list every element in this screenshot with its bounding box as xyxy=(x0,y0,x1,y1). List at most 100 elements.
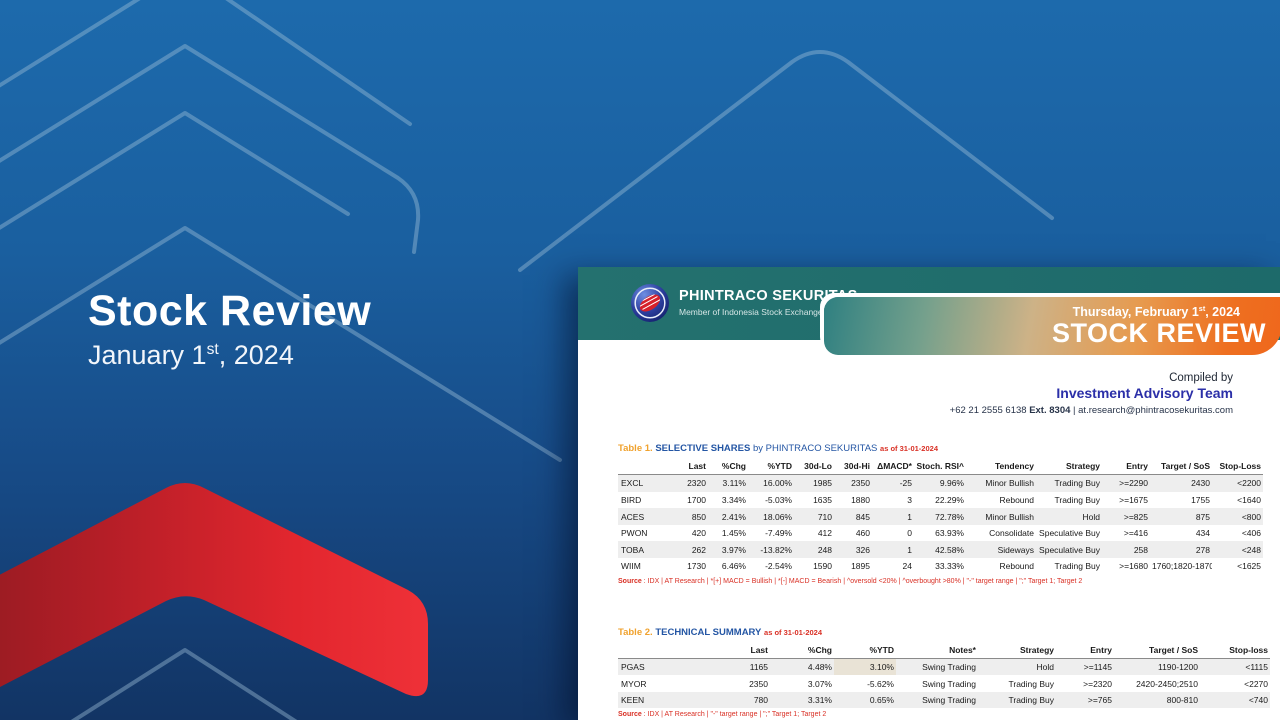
column-header: Tendency xyxy=(966,458,1036,476)
table-cell: 2430 xyxy=(1191,478,1210,489)
slide-date-text: January 1 xyxy=(88,340,207,371)
table1-label: Table 1. xyxy=(618,443,653,454)
brand-block: PHINTRACO SEKURITAS Member of Indonesia … xyxy=(630,283,858,323)
table-cell: 24 xyxy=(902,561,912,572)
table2-section: Table 2. TECHNICAL SUMMARY as of 31-01-2… xyxy=(618,626,1270,719)
banner-date: Thursday, February 1st, 2024 xyxy=(824,304,1240,319)
banner-date-superscript: st xyxy=(1198,304,1206,313)
chevron-outline xyxy=(0,111,350,230)
table-cell: 460 xyxy=(855,528,870,539)
table-cell: >=765 xyxy=(1087,695,1112,706)
table-cell: 1 xyxy=(907,544,912,555)
column-header: %Chg xyxy=(708,458,748,476)
table-cell: <248 xyxy=(1241,544,1261,555)
table-row: WIIM 1730 6.46% -2.54% 1590 1895 24 33.33% Rebou… xyxy=(618,558,1263,575)
table-cell: >=416 xyxy=(1123,528,1148,539)
table-row: TOBA 262 3.97% -13.82% 248 326 1 42.58% Sideways… xyxy=(618,541,1263,558)
table-cell: 1755 xyxy=(1191,494,1210,505)
table-cell: 434 xyxy=(1195,528,1210,539)
table-cell: 248 xyxy=(817,544,832,555)
banner-title: STOCK REVIEW xyxy=(1051,318,1266,349)
table-cell: -5.03% xyxy=(765,494,792,505)
brand-name: PHINTRACO SEKURITAS xyxy=(679,288,858,305)
table-cell: Swing Trading xyxy=(922,661,976,672)
column-header: 30d-Lo xyxy=(794,458,834,476)
table-cell: Rebound xyxy=(999,561,1034,572)
chevron-outline xyxy=(0,0,412,126)
slide-date-suffix: , 2024 xyxy=(218,340,294,371)
ticker-cell: PGAS xyxy=(621,661,645,672)
contact-email: at.research@phintracosekuritas.com xyxy=(1078,404,1233,416)
table-cell: 3.97% xyxy=(721,544,746,555)
slide-date-superscript: st xyxy=(206,341,219,359)
table-cell: 1 xyxy=(907,511,912,522)
table-cell: 326 xyxy=(855,544,870,555)
column-header xyxy=(618,641,708,659)
table-cell: 0.65% xyxy=(869,695,894,706)
table-cell: 3.10% xyxy=(834,658,896,676)
table-row: PWON 420 1.45% -7.49% 412 460 0 63.93% Consolida… xyxy=(618,525,1263,542)
column-header: Last xyxy=(670,458,708,476)
table-cell: -2.54% xyxy=(765,561,792,572)
table-cell: -25 xyxy=(899,478,912,489)
table-cell: Trading Buy xyxy=(1054,561,1100,572)
table-row: KEEN 780 3.31% 0.65% Swing Trading Trading Bu… xyxy=(618,691,1270,709)
table-cell: 6.46% xyxy=(721,561,746,572)
table-cell: 1165 xyxy=(749,661,768,672)
table-cell: 72.78% xyxy=(935,511,964,522)
table2-heading: TECHNICAL SUMMARY xyxy=(655,626,762,638)
table-cell: 9.96% xyxy=(939,478,964,489)
tables-area: Table 1. SELECTIVE SHARES by PHINTRACO S… xyxy=(618,443,1270,719)
table2-source-label: Source xyxy=(618,711,642,719)
table-cell: 1.45% xyxy=(721,528,746,539)
table-cell: 278 xyxy=(1195,544,1210,555)
table-cell: 22.29% xyxy=(935,494,964,505)
table-cell: 16.00% xyxy=(763,478,792,489)
ticker-cell: MYOR xyxy=(621,678,647,689)
table-cell: <1640 xyxy=(1237,494,1261,505)
table-cell: 2.41% xyxy=(721,511,746,522)
table-header-row: Last %Chg %YTD 30d-Lo 30d-Hi ΔMACD* Stoch. RSI… xyxy=(618,458,1263,476)
report-page: PHINTRACO SEKURITAS Member of Indonesia … xyxy=(578,267,1280,720)
table-cell: -13.82% xyxy=(760,544,792,555)
table-cell: Rebound xyxy=(999,494,1034,505)
table-cell: 875 xyxy=(1195,511,1210,522)
ticker-cell: BIRD xyxy=(621,494,642,505)
table-cell: -5.62% xyxy=(867,678,894,689)
table-cell: >=1675 xyxy=(1119,494,1148,505)
table-cell: <2200 xyxy=(1237,478,1261,489)
column-header xyxy=(618,458,670,476)
contact-line: +62 21 2555 6138 Ext. 8304 | at.research… xyxy=(950,405,1233,417)
table-cell: 3.31% xyxy=(807,695,832,706)
table-cell: Trading Buy xyxy=(1054,494,1100,505)
table-cell: 33.33% xyxy=(935,561,964,572)
table-cell: Speculative Buy xyxy=(1039,528,1100,539)
contact-extension: Ext. 8304 xyxy=(1029,404,1071,416)
column-header: Strategy xyxy=(1036,458,1102,476)
table-cell: 1590 xyxy=(813,561,832,572)
table1-heading: SELECTIVE SHARES xyxy=(655,443,751,454)
table-cell: Consolidate xyxy=(989,528,1034,539)
selective-shares-table: Last %Chg %YTD 30d-Lo 30d-Hi ΔMACD* Stoch. RSI… xyxy=(618,458,1263,575)
table-cell: 42.58% xyxy=(935,544,964,555)
column-header: Last xyxy=(708,641,770,659)
table-cell: Trading Buy xyxy=(1054,478,1100,489)
table-cell: <800 xyxy=(1241,511,1261,522)
column-header: Stop-Loss xyxy=(1212,458,1263,476)
table-cell: 262 xyxy=(691,544,706,555)
compiled-by-label: Compiled by xyxy=(1169,372,1233,384)
table-cell: 63.93% xyxy=(935,528,964,539)
table-cell: Trading Buy xyxy=(1008,695,1054,706)
column-header: Stoch. RSI^ xyxy=(914,458,966,476)
table-cell: <2270 xyxy=(1244,678,1268,689)
table-cell: <406 xyxy=(1241,528,1261,539)
table-cell: 2350 xyxy=(851,478,870,489)
table-cell: 1700 xyxy=(687,494,706,505)
table1-asof: as of 31-01-2024 xyxy=(880,444,938,453)
ticker-cell: EXCL xyxy=(621,478,644,489)
table-cell: 0 xyxy=(907,528,912,539)
table-cell: <1625 xyxy=(1237,561,1261,572)
table-cell: Swing Trading xyxy=(922,695,976,706)
slide-date: January 1st, 2024 xyxy=(88,340,371,371)
